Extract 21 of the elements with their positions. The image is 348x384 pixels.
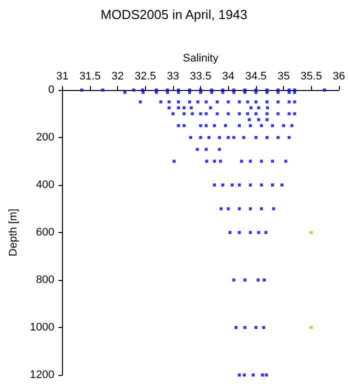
y-tick-label: 1000 bbox=[30, 322, 54, 334]
x-tick-label: 33 bbox=[166, 70, 180, 82]
y-tick-label: 0 bbox=[48, 84, 54, 96]
x-tick-label: 32.5 bbox=[134, 70, 156, 82]
y-tick-label: 600 bbox=[36, 226, 54, 238]
chart-title: MODS2005 in April, 1943 bbox=[100, 7, 248, 22]
x-tick-label: 35.5 bbox=[300, 70, 322, 82]
y-tick-label: 200 bbox=[36, 132, 54, 144]
y-tick-label: 800 bbox=[36, 274, 54, 286]
x-axis-title: Salinity bbox=[182, 52, 219, 64]
x-tick-label: 32 bbox=[112, 70, 124, 82]
x-tick-label: 31.5 bbox=[79, 70, 101, 82]
x-tick-label: 34 bbox=[222, 70, 234, 82]
y-tick-label: 400 bbox=[36, 179, 54, 191]
y-axis-title: Depth [m] bbox=[8, 208, 20, 256]
y-tick-label: 1200 bbox=[30, 369, 54, 381]
x-tick-label: 35 bbox=[277, 70, 290, 82]
x-tick-label: 36 bbox=[332, 70, 346, 82]
x-tick-label: 33.5 bbox=[190, 70, 212, 82]
x-tick-label: 31 bbox=[56, 70, 68, 82]
x-tick-label: 34.5 bbox=[245, 70, 267, 82]
